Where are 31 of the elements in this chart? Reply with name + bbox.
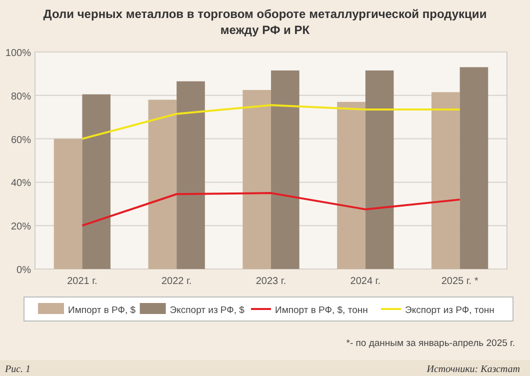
y-tick-label: 20%	[10, 222, 32, 233]
bar	[460, 67, 488, 269]
bar	[82, 94, 111, 269]
bar	[176, 81, 205, 269]
line-series	[81, 192, 461, 227]
bar	[148, 100, 177, 269]
x-tick-label: 2024 г.	[350, 276, 381, 287]
y-tick-label: 80%	[10, 91, 32, 102]
bar	[365, 70, 394, 269]
bar	[242, 90, 271, 269]
y-tick-label: 100%	[5, 48, 32, 59]
y-tick-label: 0%	[16, 265, 32, 276]
text: *- по данным за январь-апрель 2025 г.	[346, 338, 515, 349]
bar	[337, 102, 366, 269]
legend-label: Экспорт из РФ, тонн	[405, 305, 494, 316]
chart-title: Доли черных металлов в торговом обороте металлургической продукции между РФ и РК	[43, 7, 487, 37]
legend-label: Импорт в РФ, $	[68, 305, 136, 316]
x-tick-label: 2025 г. *	[441, 276, 478, 287]
y-tick-label: 40%	[10, 178, 32, 190]
bar	[271, 70, 300, 269]
x-tick-label: 2023 г.	[256, 276, 286, 287]
line-series	[81, 104, 461, 140]
x-tick-label: 2021 г.	[67, 276, 98, 287]
text: Источники: Казстат	[426, 364, 520, 375]
text: Рис. 1	[4, 364, 31, 375]
bar	[431, 92, 460, 269]
bar	[54, 138, 82, 269]
y-tick-label: 60%	[10, 134, 32, 146]
legend-label: Импорт в РФ, $, тонн	[275, 305, 368, 316]
legend-label: Экспорт из РФ, $	[170, 305, 246, 316]
x-tick-label: 2022 г.	[161, 276, 192, 287]
